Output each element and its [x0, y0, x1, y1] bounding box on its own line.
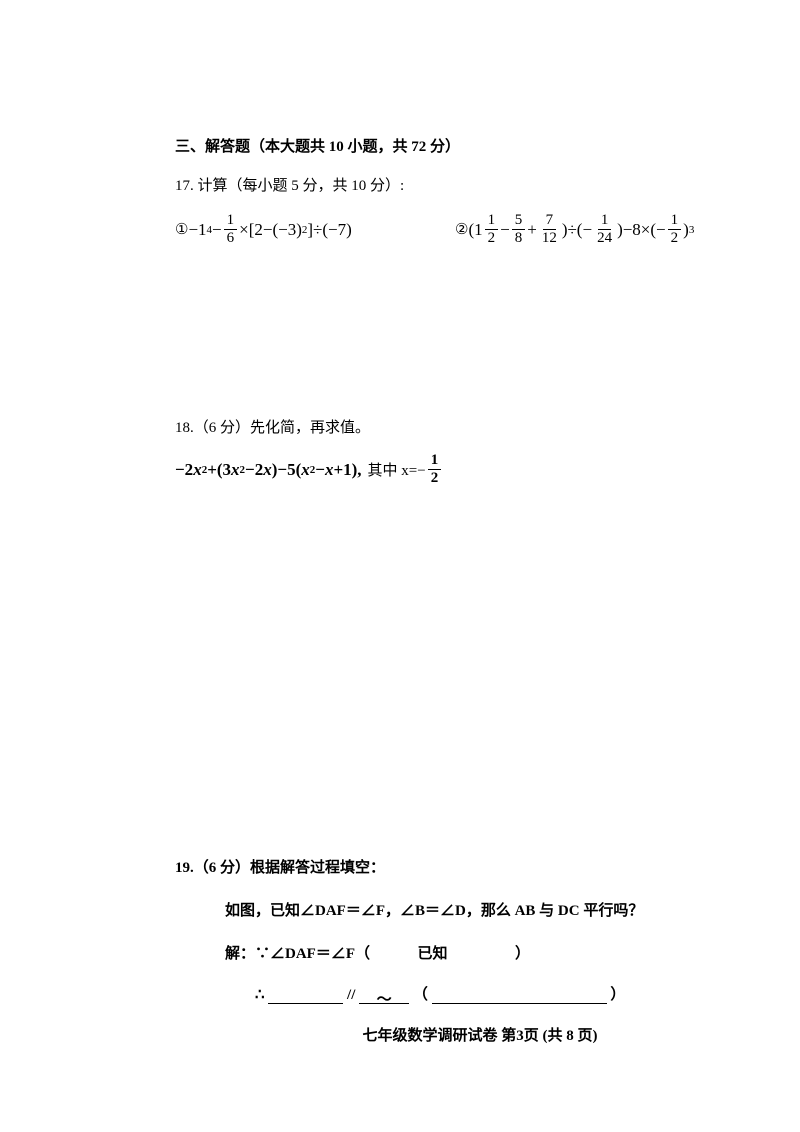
f1-frac1: 1 6 — [224, 213, 238, 246]
f1-part-a: −1 — [188, 220, 206, 240]
circled-2: ② — [455, 220, 468, 239]
p18-x2: x — [231, 460, 240, 480]
f2-p1: + — [527, 220, 537, 240]
p18-x1: x — [193, 460, 202, 480]
f2-exp: 3 — [689, 224, 695, 236]
problem-19-line3: ∴ // ～ （ ） — [225, 983, 735, 1004]
p19-parallel: // — [347, 987, 355, 1003]
p18-f: +1), — [333, 460, 361, 480]
f1-minus: − — [212, 220, 222, 240]
problem-19: 19.（6 分）根据解答过程填空： 如图，已知∠DAF＝∠F，∠B＝∠D，那么 … — [175, 856, 735, 1045]
problem-19-line1: 如图，已知∠DAF＝∠F，∠B＝∠D，那么 AB 与 DC 平行吗？ — [225, 899, 735, 920]
p18-c: −2 — [245, 460, 263, 480]
p18-x5: x — [325, 460, 334, 480]
f1-times: ×[2−(−3) — [239, 220, 302, 240]
f1-end: ]÷(−7) — [307, 220, 351, 240]
page-footer: 七年级数学调研试卷 第3页 (共 8 页) — [175, 1024, 735, 1045]
f2-frac1: 1 2 — [485, 213, 499, 246]
problem-18: 18.（6 分）先化简，再求值。 −2 x 2 +(3 x 2 −2 x )−5… — [175, 416, 735, 486]
f2-frac5: 1 2 — [668, 213, 682, 246]
problem-18-header: 18.（6 分）先化简，再求值。 — [175, 416, 735, 437]
p18-tail: 其中 x=− — [368, 459, 426, 480]
p18-d: )−5( — [272, 460, 302, 480]
f2-b: )÷(− — [562, 220, 592, 240]
p18-b: +(3 — [207, 460, 231, 480]
p18-e: − — [315, 460, 325, 480]
p18-frac: 1 2 — [428, 453, 442, 486]
problem-18-formula: −2 x 2 +(3 x 2 −2 x )−5( x 2 − x +1), 其中… — [175, 453, 735, 486]
problem-17-formulas: ① −1 4 − 1 6 ×[2−(−3) 2 ]÷(−7) ② (1 1 2 — [175, 213, 735, 246]
p19-given: 已知 — [418, 946, 448, 962]
p19-paren-open: （ — [413, 987, 428, 1003]
f2-frac2: 5 8 — [512, 213, 526, 246]
p19-paren-close: ） — [610, 987, 625, 1003]
formula-2: ② (1 1 2 − 5 8 + 7 12 )÷(− 1 — [455, 213, 735, 246]
p18-x3: x — [263, 460, 272, 480]
blank-1 — [268, 988, 343, 1004]
circled-1: ① — [175, 220, 188, 239]
blank-3 — [432, 988, 607, 1004]
p19-therefore: ∴ — [255, 987, 265, 1003]
problem-17-header: 17. 计算（每小题 5 分，共 10 分）: — [175, 174, 735, 195]
problem-19-line2: 解：∵∠DAF＝∠F（ 已知 ） — [225, 942, 735, 963]
p19-l2a: 解：∵∠DAF＝∠F（ — [225, 946, 370, 962]
f2-frac4: 1 24 — [594, 213, 615, 246]
p19-l2b: ） — [515, 946, 530, 962]
f2-m1: − — [500, 220, 510, 240]
p18-x4: x — [301, 460, 310, 480]
problem-19-header: 19.（6 分）根据解答过程填空： — [175, 856, 735, 877]
p18-a: −2 — [175, 460, 193, 480]
f2-c: )−8×(− — [617, 220, 666, 240]
section-title: 三、解答题（本大题共 10 小题，共 72 分） — [175, 135, 735, 156]
f2-frac3: 7 12 — [539, 213, 560, 246]
blank-2: ～ — [359, 988, 409, 1004]
f2-a: (1 — [468, 220, 482, 240]
formula-1: ① −1 4 − 1 6 ×[2−(−3) 2 ]÷(−7) — [175, 213, 455, 246]
